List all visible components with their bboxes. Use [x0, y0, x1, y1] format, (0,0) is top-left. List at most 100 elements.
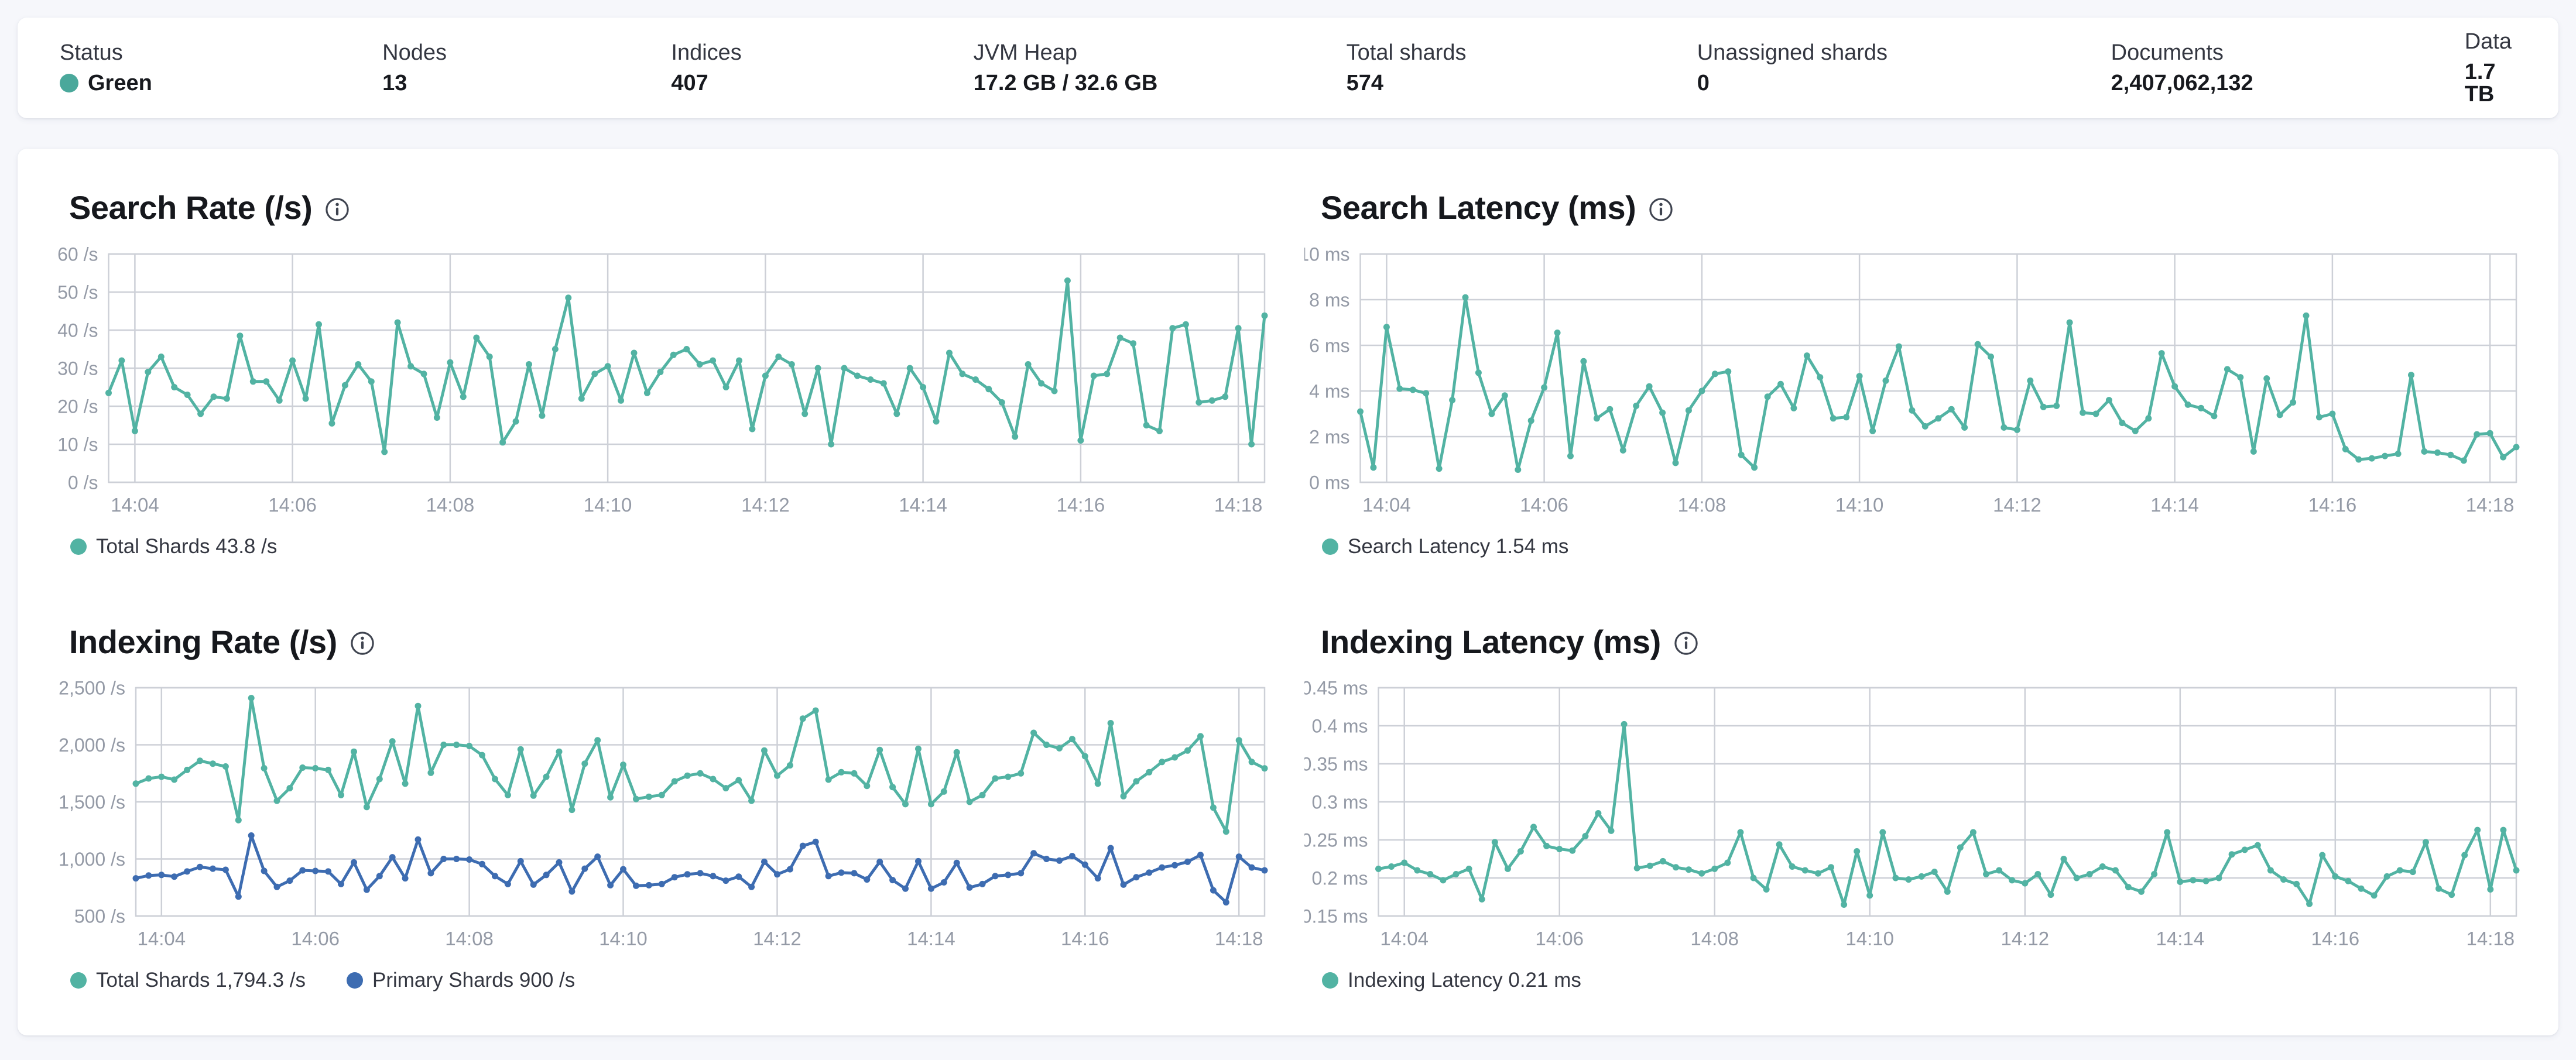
indexing-rate-svg: 500 /s 1,000 /s 1,500 /s 2,000 /s 2,500 /s 14…	[59, 680, 1268, 949]
chart-title: Search Rate (/s)	[69, 189, 313, 226]
legend-dot	[70, 538, 87, 555]
metrics-charts-panel: Search Rate (/s) 0 /s 10 /s 20 /s 30 /s 40 /…	[18, 149, 2558, 1036]
svg-text:14:10: 14:10	[599, 928, 648, 949]
svg-text:14:12: 14:12	[1993, 494, 2041, 516]
info-icon[interactable]	[1674, 631, 1698, 656]
legend-item-indexing-latency[interactable]: Indexing Latency 0.21 ms	[1322, 969, 1581, 992]
legend-item-total-shards[interactable]: Total Shards 1,794.3 /s	[70, 969, 306, 992]
svg-text:0.3 ms: 0.3 ms	[1311, 792, 1368, 813]
legend-label: Search Latency 1.54 ms	[1348, 534, 1569, 558]
svg-text:60 /s: 60 /s	[57, 246, 98, 265]
legend-dot	[70, 972, 87, 989]
stat-nodes: Nodes 13	[382, 42, 671, 94]
svg-text:14:14: 14:14	[2150, 494, 2199, 516]
svg-text:14:08: 14:08	[1690, 928, 1739, 949]
stat-data-size: Data 1.7 TB	[2465, 30, 2512, 105]
legend-dot	[347, 972, 363, 989]
stat-value: 574	[1346, 71, 1384, 95]
svg-text:1,500 /s: 1,500 /s	[59, 792, 125, 813]
search-rate-svg: 0 /s 10 /s 20 /s 30 /s 40 /s 50 /s 60 /s 14:04 1…	[57, 246, 1268, 516]
stat-label: Unassigned shards	[1697, 40, 1888, 65]
legend-item-primary-shards[interactable]: Primary Shards 900 /s	[347, 969, 575, 992]
stat-indices: Indices 407	[671, 42, 973, 94]
stat-value: Green	[88, 71, 152, 95]
stat-unassigned-shards: Unassigned shards 0	[1697, 42, 2111, 94]
svg-text:14:16: 14:16	[2308, 494, 2357, 516]
svg-text:14:18: 14:18	[2466, 494, 2515, 516]
stat-jvm-heap: JVM Heap 17.2 GB / 32.6 GB	[974, 42, 1347, 94]
chart-title: Indexing Latency (ms)	[1321, 623, 1661, 660]
stat-value: 13	[382, 71, 407, 95]
stat-label: Indices	[671, 40, 742, 65]
search-rate-plot: 0 /s 10 /s 20 /s 30 /s 40 /s 50 /s 60 /s 14:04 1…	[53, 246, 1272, 520]
svg-text:14:12: 14:12	[741, 494, 790, 516]
legend-dot	[1322, 972, 1338, 989]
svg-text:0.45 ms: 0.45 ms	[1304, 680, 1368, 699]
status-green-dot	[60, 74, 78, 92]
svg-text:14:16: 14:16	[1057, 494, 1105, 516]
indexing-latency-plot: 0.15 ms 0.2 ms 0.25 ms 0.3 ms 0.35 ms 0.4 ms 0…	[1304, 680, 2523, 953]
svg-text:14:10: 14:10	[1835, 494, 1884, 516]
info-icon[interactable]	[325, 197, 350, 222]
stat-label: Documents	[2111, 40, 2224, 65]
svg-text:14:04: 14:04	[111, 494, 159, 516]
svg-text:14:18: 14:18	[1214, 494, 1263, 516]
info-icon[interactable]	[350, 631, 375, 656]
svg-text:14:06: 14:06	[268, 494, 317, 516]
legend-item-search-latency[interactable]: Search Latency 1.54 ms	[1322, 535, 1568, 558]
svg-text:0.15 ms: 0.15 ms	[1304, 906, 1368, 927]
svg-text:500 /s: 500 /s	[74, 906, 125, 927]
stat-value: 2,407,062,132	[2111, 71, 2253, 95]
info-icon[interactable]	[1649, 197, 1673, 222]
svg-text:14:06: 14:06	[1520, 494, 1568, 516]
stat-value: 0	[1697, 71, 1710, 95]
svg-text:14:10: 14:10	[1845, 928, 1894, 949]
svg-text:40 /s: 40 /s	[57, 320, 98, 341]
stat-label: Total shards	[1346, 40, 1467, 65]
svg-text:14:06: 14:06	[291, 928, 340, 949]
svg-text:14:14: 14:14	[907, 928, 955, 949]
chart-search-rate: Search Rate (/s) 0 /s 10 /s 20 /s 30 /s 40 /…	[53, 190, 1272, 558]
svg-text:2 ms: 2 ms	[1309, 426, 1349, 447]
svg-text:14:14: 14:14	[899, 494, 947, 516]
legend-dot	[1322, 538, 1338, 555]
svg-text:14:12: 14:12	[753, 928, 801, 949]
svg-text:14:08: 14:08	[426, 494, 475, 516]
svg-text:0.35 ms: 0.35 ms	[1304, 754, 1368, 775]
svg-text:14:16: 14:16	[2311, 928, 2360, 949]
chart-indexing-rate: Indexing Rate (/s) 500 /s 1,000 /s 1,500 /…	[53, 623, 1272, 993]
search-latency-plot: 0 ms 2 ms 4 ms 6 ms 8 ms 10 ms 14:04 14:06 14:08…	[1304, 246, 2523, 520]
stat-label: Status	[60, 40, 123, 65]
chart-title: Indexing Rate (/s)	[69, 623, 337, 660]
chart-indexing-latency: Indexing Latency (ms) 0.15 ms 0.2 ms 0.25 …	[1304, 623, 2523, 993]
stat-value: 1.7 TB	[2464, 60, 2496, 107]
stat-label: Nodes	[382, 40, 447, 65]
stat-value: 17.2 GB / 32.6 GB	[973, 71, 1158, 95]
legend-item-total-shards[interactable]: Total Shards 43.8 /s	[70, 535, 277, 558]
search-latency-svg: 0 ms 2 ms 4 ms 6 ms 8 ms 10 ms 14:04 14:06 14:08…	[1304, 246, 2520, 516]
svg-text:0 ms: 0 ms	[1309, 472, 1349, 493]
stat-total-shards: Total shards 574	[1347, 42, 1697, 94]
svg-text:14:04: 14:04	[1380, 928, 1429, 949]
svg-text:0.25 ms: 0.25 ms	[1304, 830, 1368, 851]
chart-title: Search Latency (ms)	[1321, 189, 1636, 226]
legend-label: Indexing Latency 0.21 ms	[1348, 969, 1581, 992]
stat-label: JVM Heap	[973, 40, 1078, 65]
svg-text:14:10: 14:10	[584, 494, 632, 516]
svg-text:6 ms: 6 ms	[1309, 335, 1349, 356]
svg-text:14:08: 14:08	[1678, 494, 1727, 516]
stat-status: Status Green	[60, 42, 382, 94]
svg-text:14:18: 14:18	[2467, 928, 2515, 949]
svg-text:14:14: 14:14	[2156, 928, 2205, 949]
svg-text:14:08: 14:08	[445, 928, 494, 949]
stat-documents: Documents 2,407,062,132	[2111, 42, 2465, 94]
svg-text:0.2 ms: 0.2 ms	[1311, 868, 1368, 889]
svg-text:0.4 ms: 0.4 ms	[1311, 716, 1368, 737]
svg-text:14:04: 14:04	[138, 928, 186, 949]
svg-text:2,000 /s: 2,000 /s	[59, 735, 125, 756]
legend-label: Total Shards 1,794.3 /s	[96, 969, 306, 992]
svg-text:20 /s: 20 /s	[57, 396, 98, 417]
indexing-rate-legend: Total Shards 1,794.3 /s Primary Shards 90…	[70, 969, 1272, 992]
svg-text:10 ms: 10 ms	[1304, 246, 1350, 265]
legend-label: Total Shards 43.8 /s	[96, 534, 278, 558]
